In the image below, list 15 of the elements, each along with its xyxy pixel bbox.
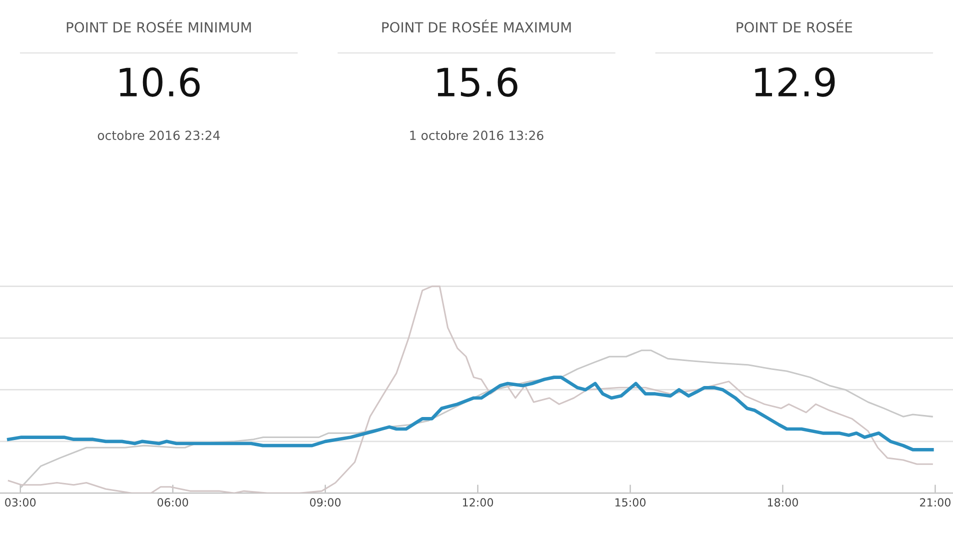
text: POINT DE ROSÉE MAXIMUM xyxy=(382,20,571,33)
text: octobre 2016 23:24 xyxy=(98,130,220,140)
text: 1 octobre 2016 13:26 xyxy=(410,130,544,140)
text: POINT DE ROSÉE xyxy=(736,20,852,33)
x-tick-label: 12:00 xyxy=(462,498,494,507)
text: 15.6 xyxy=(437,67,518,97)
x-tick-label: 21:00 xyxy=(920,498,950,507)
x-tick-label: 09:00 xyxy=(310,498,341,507)
text: 10.6 xyxy=(120,67,200,97)
x-tick-label: 15:00 xyxy=(615,498,646,507)
x-tick-label: 18:00 xyxy=(768,498,798,507)
text: POINT DE ROSÉE MINIMUM xyxy=(66,20,251,33)
text: 12.9 xyxy=(755,67,835,97)
x-tick-label: 06:00 xyxy=(158,498,188,507)
x-tick-label: 03:00 xyxy=(5,498,36,507)
